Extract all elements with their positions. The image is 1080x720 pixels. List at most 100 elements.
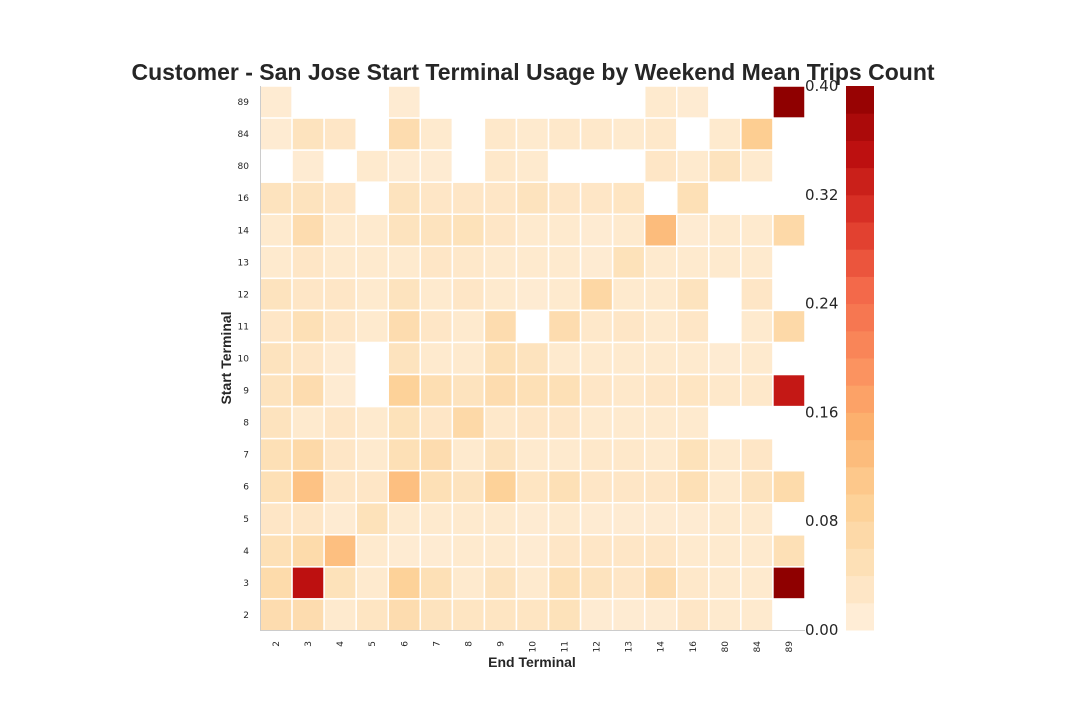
x-tick-label: 5 — [368, 641, 378, 647]
heatmap-cell — [515, 534, 550, 568]
heatmap-cell — [547, 309, 582, 344]
heatmap-cell — [291, 598, 325, 632]
heatmap-cell — [323, 181, 357, 215]
heatmap-cell — [291, 373, 325, 408]
colorbar-segment — [846, 140, 874, 169]
heatmap-cell — [515, 502, 550, 536]
heatmap-cell — [323, 341, 357, 376]
heatmap-cell — [387, 405, 422, 440]
heatmap-cell — [611, 277, 646, 312]
colorbar-segment — [846, 249, 874, 277]
heatmap-cell — [387, 85, 422, 119]
heatmap-cell — [708, 245, 742, 280]
heatmap-cell — [579, 469, 614, 504]
heatmap-cell — [515, 149, 550, 183]
heatmap-cell — [291, 469, 325, 504]
heatmap-cell — [515, 245, 550, 280]
heatmap-cell — [323, 117, 357, 151]
x-tick-label: 10 — [529, 641, 539, 653]
x-tick-label: 2 — [272, 641, 282, 647]
heatmap-cell — [355, 437, 389, 472]
heatmap-cell — [740, 502, 774, 536]
heatmap-cell — [323, 502, 357, 536]
y-tick-label: 6 — [243, 483, 249, 493]
heatmap-cell — [419, 534, 454, 568]
heatmap-cell — [579, 181, 614, 215]
heatmap-cell — [676, 85, 710, 119]
heatmap-cell — [419, 245, 454, 280]
y-tick-label: 11 — [238, 322, 249, 332]
heatmap-cell — [579, 309, 614, 344]
heatmap-cell — [259, 309, 293, 344]
heatmap-cell — [483, 245, 518, 280]
heatmap-cell — [676, 373, 710, 408]
heatmap-cell — [676, 469, 710, 504]
heatmap-cell — [676, 437, 710, 472]
heatmap-cell — [515, 405, 550, 440]
heatmap-cell — [451, 373, 486, 408]
heatmap-cell — [547, 437, 582, 472]
heatmap-cell — [772, 566, 806, 600]
heatmap-cell — [291, 405, 325, 440]
heatmap-cell — [772, 373, 806, 408]
heatmap-cell — [772, 85, 806, 119]
heatmap-cell — [387, 437, 422, 472]
colorbar — [846, 86, 874, 631]
heatmap-cell — [579, 117, 614, 151]
colorbar-segment — [846, 466, 874, 495]
heatmap-cell — [451, 502, 486, 536]
heatmap-cell — [515, 181, 550, 215]
heatmap-cell — [643, 437, 678, 472]
heatmap-cell — [740, 149, 774, 183]
y-tick-label: 13 — [238, 258, 249, 268]
heatmap-cell — [291, 277, 325, 312]
heatmap-cell — [483, 437, 518, 472]
heatmap-cell — [579, 598, 614, 632]
colorbar-segment — [846, 86, 874, 114]
x-tick-label: 11 — [561, 641, 571, 652]
heatmap-cell — [643, 502, 678, 536]
heatmap-cell — [643, 373, 678, 408]
heatmap-cell — [676, 598, 710, 632]
heatmap-cell — [483, 277, 518, 312]
x-tick-label: 7 — [432, 641, 442, 647]
colorbar-segment — [846, 575, 874, 604]
y-tick-label: 7 — [243, 451, 249, 461]
heatmap-cell — [547, 469, 582, 504]
heatmap-cell — [547, 117, 582, 151]
heatmap-cell — [451, 469, 486, 504]
heatmap-cell — [387, 469, 422, 504]
heatmap-cell — [676, 502, 710, 536]
heatmap-cell — [643, 213, 678, 248]
heatmap-cell — [515, 437, 550, 472]
heatmap-cell — [708, 469, 742, 504]
heatmap-cell — [355, 277, 389, 312]
heatmap-cell — [740, 437, 774, 472]
heatmap-cell — [323, 373, 357, 408]
heatmap-cell — [259, 85, 293, 119]
heatmap-cell — [323, 277, 357, 312]
colorbar-segment — [846, 167, 874, 196]
heatmap-cell — [483, 149, 518, 183]
heatmap-cell — [547, 502, 582, 536]
heatmap-cell — [419, 437, 454, 472]
heatmap-cell — [355, 566, 389, 600]
heatmap-cell — [483, 534, 518, 568]
heatmap-cells — [259, 85, 806, 632]
heatmap-cell — [483, 373, 518, 408]
heatmap-cell — [772, 213, 806, 248]
heatmap-cell — [323, 598, 357, 632]
x-tick-labels: 2 3 4 5 6 7 8 9 10 11 12 13 14 16 80 84 89 — [272, 641, 795, 653]
x-tick-label: 89 — [785, 641, 795, 653]
heatmap-cell — [740, 534, 774, 568]
y-axis-label: Start Terminal — [218, 311, 234, 404]
heatmap-cell — [643, 85, 678, 119]
heatmap-cell — [547, 341, 582, 376]
heatmap-cell — [355, 502, 389, 536]
y-tick-label: 80 — [238, 162, 250, 172]
heatmap-cell — [451, 534, 486, 568]
heatmap-cell — [772, 309, 806, 344]
heatmap-cell — [643, 534, 678, 568]
heatmap-cell — [708, 534, 742, 568]
heatmap-cell — [323, 534, 357, 568]
